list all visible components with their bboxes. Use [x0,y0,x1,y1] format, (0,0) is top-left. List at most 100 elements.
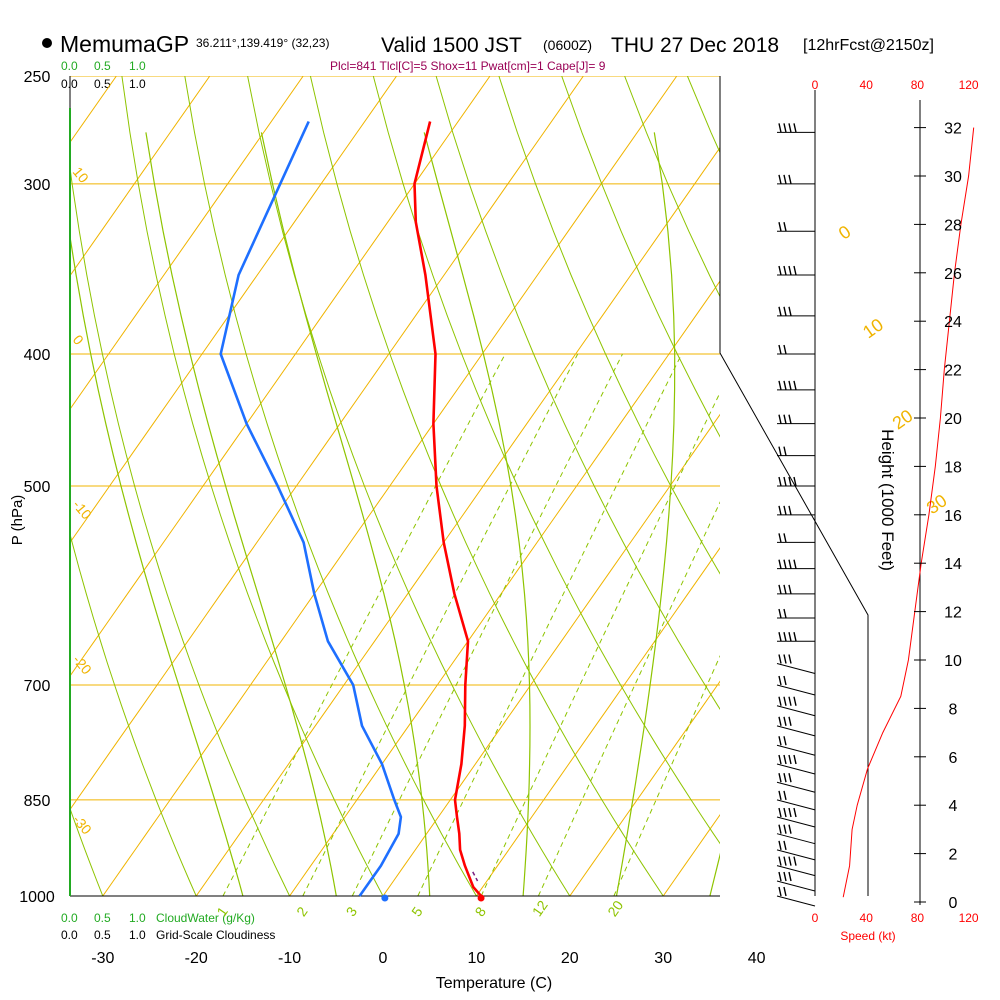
height-axis-title: Height (1000 Feet) [878,429,897,571]
speed-axis-title: Speed (kt) [840,929,895,943]
barb-feather [793,856,797,866]
barb-feather [783,584,787,594]
barb-feather [783,476,787,487]
wind-barb-icon [777,505,815,516]
wind-barb-icon [777,174,815,185]
wind-barb-icon [776,824,816,845]
temperature-tick-label: 40 [748,950,766,967]
temperature-tick-label: -10 [278,950,301,967]
barb-feather [793,476,797,487]
barb-feather [788,696,792,706]
speed-tick-top: 0 [812,78,819,92]
wind-barb-icon [777,265,815,276]
barb-feather [783,807,787,818]
barb-feather [783,344,787,355]
barb-feather [783,824,787,834]
barb-staff [776,781,816,793]
wind-barb-icon [777,584,815,595]
barb-feather [778,306,782,316]
isotherm-line [102,76,678,896]
dry-adiabat-line [561,76,720,438]
cloudwater-scale-bottom-2: 1.0 [129,911,146,925]
temperature-tick-label: 30 [654,950,672,967]
isotherm-label-left: 10 [70,164,92,186]
mixing-ratio-label: 3 [343,904,361,920]
pressure-tick-label: 850 [24,793,51,810]
wind-barb-icon [777,123,815,133]
barb-staff [776,865,816,877]
barb-feather [778,824,782,834]
barb-feather [783,716,787,726]
barb-feather [788,754,792,765]
barb-feather [788,654,792,664]
barb-feather [783,856,787,866]
mixing-ratio-line [351,353,623,896]
wind-barb-icon [776,790,816,811]
barb-feather [778,632,782,642]
barb-feather [783,505,787,516]
isotherm-line [382,413,720,896]
barb-feather [783,265,787,276]
cloudwater-scale-top-2: 1.0 [129,59,146,73]
wind-barb-icon [776,736,816,756]
moist-adiabat-line [423,132,531,896]
barb-staff [776,816,816,828]
barb-feather [783,446,787,456]
barb-feather [778,505,782,516]
barb-feather [793,632,797,642]
isotherm-line [569,680,720,896]
barb-feather [793,754,797,765]
barb-feather [778,736,782,746]
barb-feather [783,840,787,851]
mixing-ratio-label: 5 [408,904,426,920]
wind-barb-icon [776,840,816,861]
wind-barb-icon [777,380,815,391]
barb-feather [778,476,782,487]
barb-feather [783,559,787,569]
height-tick-label: 28 [944,217,962,234]
barb-feather [778,222,782,232]
barb-feather [778,773,782,783]
mixing-ratio-label: 20 [604,897,626,919]
pressure-tick-label: 250 [24,69,51,86]
plot-frame [69,76,921,905]
cloudiness-scale-top-1: 0.5 [94,77,111,91]
mixing-ratio-label: 12 [529,897,551,919]
speed-tick-bottom: 0 [812,911,819,925]
cloudwater-scale-bottom-0: 0.0 [61,911,78,925]
wind-barb-icon [776,675,816,696]
dry-adiabat-line [498,76,720,575]
isotherm-label-left: 0 [70,332,87,348]
temperature-line [413,121,483,897]
barb-feather [778,608,782,619]
dry-adiabat-line [184,76,477,896]
mixing-ratio-line [480,391,720,896]
cloudwater-scale-top-0: 0.0 [61,59,78,73]
wind-barb-icon [776,871,816,892]
mixing-ratio-line [417,353,683,896]
barb-feather [778,654,782,664]
wind-barb-icon [776,754,816,775]
dry-adiabat-line [435,76,720,711]
barb-feather [783,123,787,133]
barb-feather [788,807,792,818]
barb-feather [788,584,792,594]
barb-feather [783,533,787,543]
moist-adiabat-line [260,132,431,896]
barb-feather [788,773,792,783]
cloudiness-label: Grid-Scale Cloudiness [156,928,275,942]
dry-adiabat-line [686,76,720,154]
temperature-tick-label: 0 [379,950,388,967]
cloudiness-scale-top-2: 1.0 [129,77,146,91]
isotherm-line [70,76,584,811]
height-tick-label: 8 [949,701,958,718]
barb-feather [783,696,787,706]
wind-barb-icon [777,222,815,232]
barb-feather [778,807,782,818]
barb-feather [778,716,782,726]
wind-barb-icon [777,476,815,487]
barb-feather [788,380,792,391]
dry-adiabat-line [372,76,720,845]
speed-tick-top: 40 [860,78,874,92]
barb-feather [778,790,782,801]
